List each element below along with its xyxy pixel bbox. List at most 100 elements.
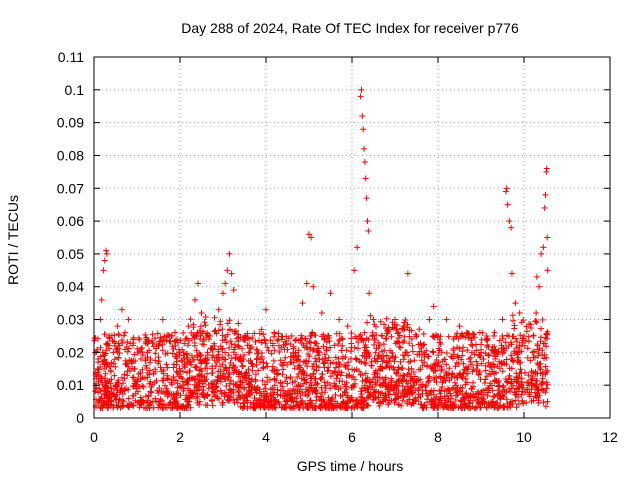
x-tick-label: 12 <box>602 429 618 445</box>
data-point <box>435 332 441 339</box>
data-point <box>303 280 310 287</box>
data-point <box>106 332 113 339</box>
data-point <box>370 316 377 323</box>
data-point <box>177 349 183 356</box>
data-point <box>228 270 235 277</box>
x-tick-label: 10 <box>516 429 532 445</box>
axis-ticks: 0 2 4 6 8 10 12 0 0.01 0.02 0.03 0.04 0.05 0.06 0.07 0.… <box>57 49 618 445</box>
data-point <box>299 300 306 307</box>
data-point <box>185 323 192 330</box>
data-point <box>351 267 358 274</box>
y-tick-label: 0.03 <box>57 312 84 328</box>
data-point <box>358 86 365 93</box>
data-point <box>215 306 222 313</box>
data-point <box>533 273 540 280</box>
data-point <box>502 188 509 195</box>
y-tick-label: 0.11 <box>58 49 84 65</box>
data-point <box>306 231 312 238</box>
data-point <box>263 306 269 313</box>
data-point <box>362 175 369 182</box>
data-point <box>504 201 511 208</box>
data-point <box>288 332 295 339</box>
data-point <box>366 290 373 297</box>
data-point <box>222 280 229 287</box>
data-point <box>110 349 117 356</box>
x-tick-label: 8 <box>434 429 442 445</box>
y-tick-label: 0.01 <box>57 377 84 393</box>
data-point <box>207 332 214 339</box>
data-point <box>443 316 450 323</box>
data-point <box>125 316 132 323</box>
y-tick-label: 0.02 <box>57 344 84 360</box>
data-point <box>506 218 513 225</box>
data-point-cloud <box>91 310 551 412</box>
data-point <box>543 165 550 172</box>
x-axis-label: GPS time / hours <box>297 458 404 474</box>
data-point <box>469 342 476 349</box>
data-point <box>430 303 437 310</box>
data-point <box>540 244 547 251</box>
data-point <box>361 145 368 152</box>
data-point <box>308 234 315 241</box>
data-point <box>142 355 149 362</box>
data-point <box>508 270 515 277</box>
y-tick-label: 0.07 <box>57 180 84 196</box>
data-point <box>275 342 282 349</box>
data-point <box>155 342 162 349</box>
data-point <box>365 227 372 234</box>
data-point <box>118 306 125 313</box>
data-point <box>392 316 398 323</box>
data-point <box>379 332 386 339</box>
data-point <box>230 287 237 294</box>
data-point <box>168 332 175 339</box>
data-point <box>361 159 368 166</box>
data-point <box>400 323 407 330</box>
data-point <box>327 290 334 297</box>
data-point <box>198 309 205 316</box>
data-point <box>131 365 138 372</box>
y-tick-label: 0.08 <box>57 147 84 163</box>
data-point <box>354 244 361 251</box>
data-point <box>95 355 102 362</box>
data-point <box>357 93 364 100</box>
data-point <box>478 349 484 356</box>
data-point <box>542 191 549 198</box>
data-point <box>224 267 231 274</box>
data-point <box>499 316 506 323</box>
data-point <box>503 185 510 192</box>
x-tick-label: 2 <box>176 429 184 445</box>
y-tick-label: 0.05 <box>57 246 84 262</box>
data-point <box>536 283 543 290</box>
data-point <box>359 113 366 120</box>
data-point <box>98 296 105 303</box>
data-point <box>544 267 551 274</box>
data-point <box>541 204 548 211</box>
data-point <box>529 349 536 356</box>
data-point <box>516 309 523 316</box>
data-point <box>363 195 370 202</box>
y-tick-label: 0 <box>76 410 84 426</box>
data-point <box>226 250 233 257</box>
data-point <box>413 332 420 339</box>
data-markers <box>91 86 551 412</box>
data-point <box>103 247 110 254</box>
data-point <box>195 280 202 287</box>
x-tick-label: 6 <box>348 429 356 445</box>
data-point <box>360 126 367 133</box>
data-point <box>456 323 463 330</box>
y-tick-label: 0.09 <box>57 115 84 131</box>
x-tick-label: 0 <box>90 429 98 445</box>
data-point <box>245 349 252 356</box>
data-point <box>258 326 265 333</box>
data-point <box>426 316 433 323</box>
data-point <box>310 283 317 290</box>
data-point <box>538 250 545 257</box>
data-point <box>512 300 519 307</box>
data-point <box>364 218 371 225</box>
data-point <box>235 342 242 349</box>
data-point <box>336 316 343 323</box>
x-tick-label: 4 <box>262 429 270 445</box>
chart-title: Day 288 of 2024, Rate Of TEC Index for r… <box>181 20 519 36</box>
data-point <box>100 267 107 274</box>
